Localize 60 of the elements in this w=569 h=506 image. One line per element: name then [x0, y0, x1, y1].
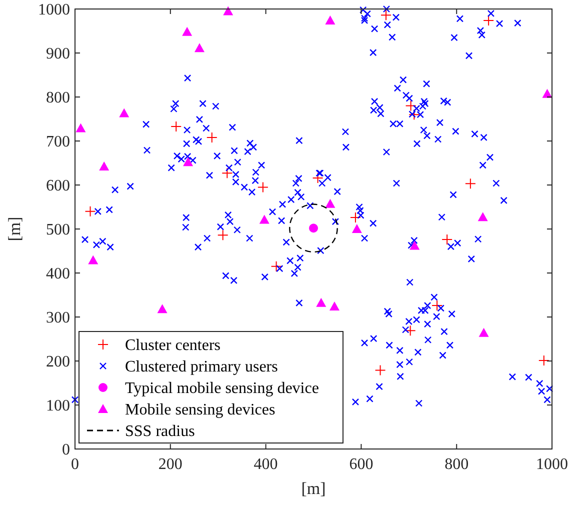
- point: [464, 178, 476, 190]
- point: [217, 230, 228, 241]
- legend-label: SSS radius: [125, 423, 195, 440]
- point: [404, 325, 416, 336]
- point: [76, 123, 86, 132]
- point: [222, 168, 233, 179]
- point: [206, 132, 218, 143]
- point: [405, 100, 416, 112]
- legend-label: Typical mobile sensing device: [125, 380, 319, 398]
- y-tick-label: 0: [62, 442, 70, 459]
- point: [352, 224, 362, 233]
- y-tick-label: 700: [46, 134, 70, 151]
- point: [542, 88, 552, 98]
- y-tick-label: 1000: [38, 2, 70, 19]
- y-tick-label: 200: [46, 354, 70, 371]
- x-axis-title: [m]: [301, 479, 326, 498]
- point: [350, 212, 361, 224]
- point: [442, 234, 453, 246]
- point: [119, 108, 130, 118]
- legend-label: Cluster centers: [125, 337, 221, 354]
- x-tick-label: 800: [444, 456, 469, 473]
- x-tick-label: 1000: [536, 456, 568, 473]
- x-tick-label: 200: [158, 456, 182, 473]
- point: [259, 214, 270, 224]
- point: [183, 157, 194, 166]
- point: [374, 364, 386, 376]
- y-tick-label: 400: [46, 266, 70, 283]
- point: [157, 304, 168, 314]
- point: [410, 240, 420, 250]
- point: [325, 198, 336, 208]
- point: [483, 14, 494, 26]
- point: [408, 109, 420, 120]
- point: [478, 328, 489, 337]
- y-tick-label: 100: [46, 398, 70, 415]
- point: [270, 260, 282, 272]
- legend-label: Clustered primary users: [125, 358, 278, 376]
- y-tick-label: 600: [46, 178, 70, 195]
- point: [257, 182, 268, 193]
- point: [99, 162, 110, 171]
- point: [316, 298, 326, 307]
- y-axis-title: [m]: [5, 216, 24, 242]
- point: [182, 26, 192, 36]
- legend-label: Mobile sensing devices: [125, 402, 276, 419]
- y-tick-label: 800: [46, 90, 70, 107]
- y-tick-label: 300: [46, 310, 70, 327]
- point: [194, 43, 204, 52]
- x-tick-label: 400: [254, 456, 278, 473]
- point: [312, 172, 324, 184]
- x-tick-label: 600: [349, 456, 374, 473]
- y-tick-label: 900: [46, 46, 70, 63]
- point: [478, 212, 488, 222]
- point: [170, 120, 182, 132]
- point: [380, 10, 392, 21]
- point: [325, 15, 336, 24]
- point: [329, 301, 340, 310]
- point: [88, 255, 98, 264]
- point: [538, 355, 550, 366]
- y-tick-label: 500: [46, 222, 70, 239]
- point: [84, 206, 96, 217]
- point: [432, 300, 443, 312]
